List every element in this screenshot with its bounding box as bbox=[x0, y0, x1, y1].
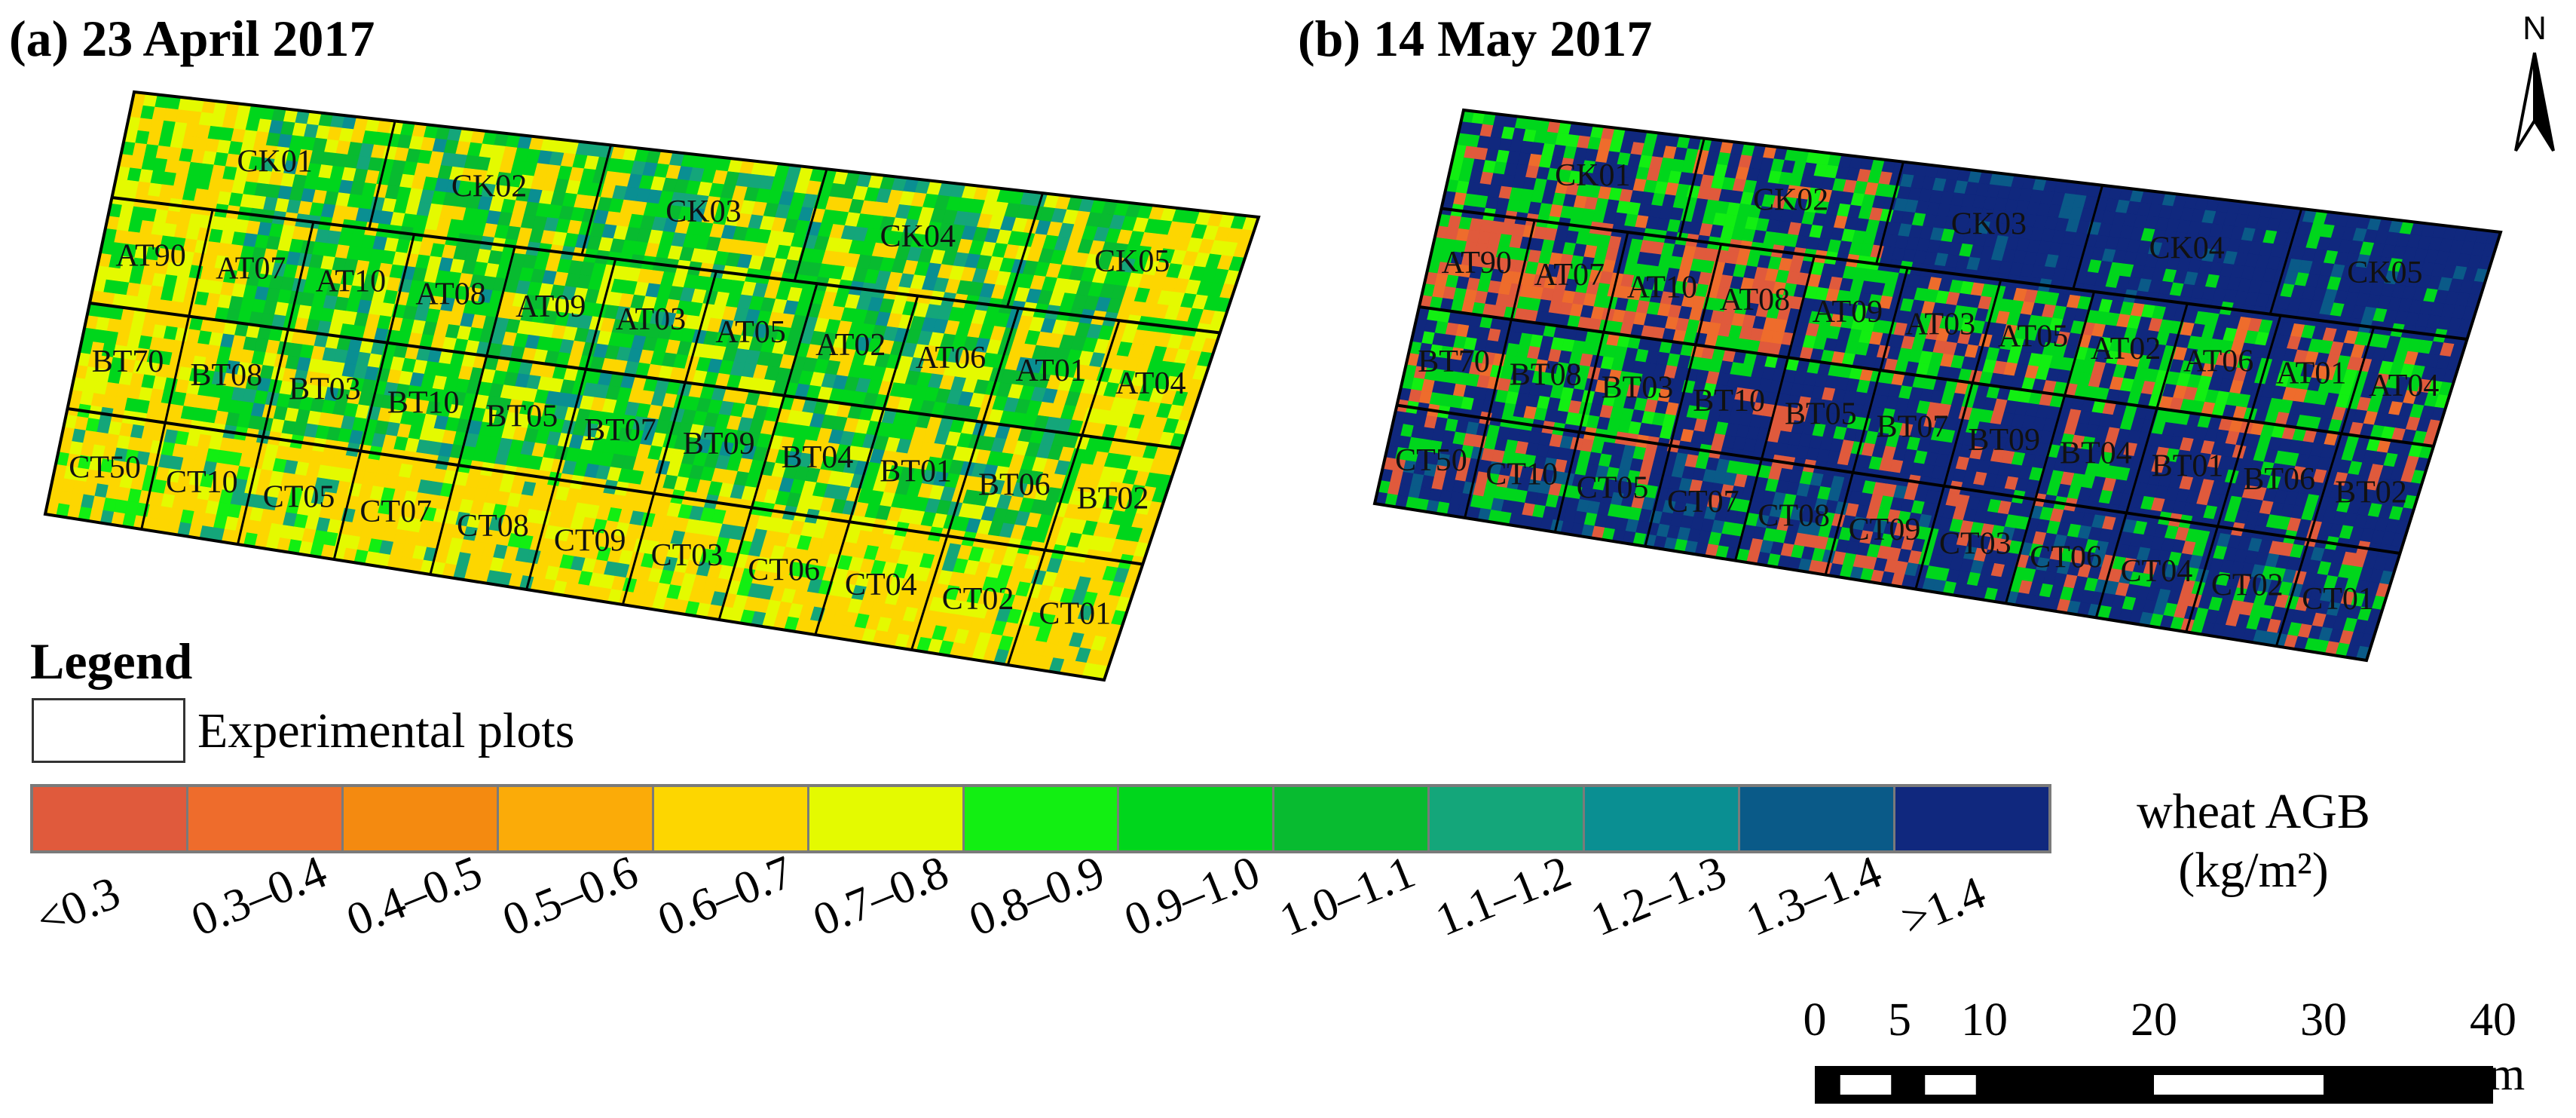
plot-label: CT06 bbox=[748, 553, 820, 587]
plot-label: CK02 bbox=[451, 170, 527, 204]
plot-label: AT06 bbox=[916, 341, 986, 375]
plot-label: CT05 bbox=[263, 479, 335, 514]
panel-b-title: (b) 14 May 2017 bbox=[1298, 10, 1653, 67]
plot-label: BT10 bbox=[387, 386, 460, 421]
plot-label: CT09 bbox=[554, 524, 626, 559]
panel-a-title: (a) 23 April 2017 bbox=[9, 10, 375, 67]
plot-label: BT07 bbox=[584, 413, 656, 448]
plot-label: AT02 bbox=[815, 328, 886, 363]
plot-label: AT10 bbox=[316, 264, 386, 299]
plot-label: CT01 bbox=[1039, 597, 1111, 632]
plot-label: BT08 bbox=[190, 358, 262, 393]
plot-label: BT09 bbox=[683, 427, 755, 461]
plot-label: CK05 bbox=[1094, 244, 1170, 279]
plot-label: CT02 bbox=[942, 582, 1014, 617]
plot-label: BT01 bbox=[880, 454, 952, 489]
plot-label: BT03 bbox=[289, 372, 361, 406]
plot-label: AT08 bbox=[415, 277, 485, 311]
plot-label: CT50 bbox=[69, 451, 141, 485]
plot-label: BT70 bbox=[92, 345, 164, 379]
plot-label: BT06 bbox=[978, 468, 1051, 503]
plot-label: AT90 bbox=[115, 238, 185, 273]
plot-label: CK03 bbox=[665, 195, 741, 229]
plot-label: BT04 bbox=[782, 440, 854, 475]
plot-label: AT07 bbox=[216, 251, 286, 286]
plot-label: CK04 bbox=[880, 219, 956, 254]
plot-label: CT03 bbox=[651, 538, 724, 573]
plot-label: CT04 bbox=[845, 568, 917, 602]
plot-label: BT02 bbox=[1077, 482, 1149, 516]
plot-label: CT07 bbox=[359, 495, 432, 529]
plot-label: BT05 bbox=[486, 400, 558, 434]
plot-label: AT05 bbox=[715, 315, 785, 350]
plot-label: CT10 bbox=[166, 465, 238, 500]
plot-label: AT09 bbox=[516, 289, 586, 324]
plot-label: AT03 bbox=[616, 302, 686, 337]
plot-label: AT01 bbox=[1015, 354, 1085, 388]
plot-label: AT04 bbox=[1115, 366, 1186, 401]
biomass-field-a bbox=[45, 92, 1259, 680]
plot-label: CK01 bbox=[237, 144, 313, 179]
plot-label: CT08 bbox=[457, 509, 529, 544]
map-panel-a: CK01 CK02 CK03 CK04 CK05 AT90 AT07 AT10 AT08 AT09… bbox=[43, 90, 1261, 682]
